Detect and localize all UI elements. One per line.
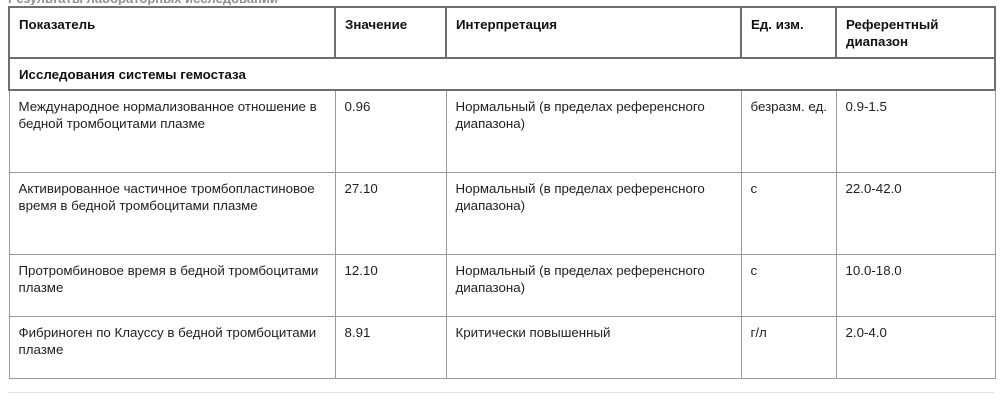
column-header-reference-range: Референтный диапазон xyxy=(835,6,996,59)
table-group-row-hemostasis: Исследования системы гемостаза xyxy=(8,57,996,91)
cell-value: 8.91 xyxy=(334,315,447,379)
page-caption: Результаты лабораторных исследований xyxy=(8,0,508,5)
cell-unit: безразм. ед. xyxy=(740,89,837,173)
table-header-row: Показатель Значение Интерпретация Ед. из… xyxy=(8,6,996,59)
cell-indicator: Фибриноген по Клауссу в бедной тромбоцит… xyxy=(8,315,336,379)
cell-unit: г/л xyxy=(740,315,837,379)
table-group-title: Исследования системы гемостаза xyxy=(8,57,996,91)
cell-reference-range: 10.0-18.0 xyxy=(835,253,996,317)
cell-value: 27.10 xyxy=(334,171,447,255)
table-row: Международное нормализованное отношение … xyxy=(8,89,996,173)
bottom-divider xyxy=(8,392,994,393)
cell-reference-range: 2.0-4.0 xyxy=(835,315,996,379)
cell-indicator: Активированное частичное тромбопластинов… xyxy=(8,171,336,255)
cell-indicator: Международное нормализованное отношение … xyxy=(8,89,336,173)
reference-range-line-2: диапазон xyxy=(846,34,909,49)
table-row: Протромбиновое время в бедной тромбоцита… xyxy=(8,253,996,317)
cell-unit: с xyxy=(740,171,837,255)
column-header-unit: Ед. изм. xyxy=(740,6,837,59)
cell-reference-range: 0.9-1.5 xyxy=(835,89,996,173)
cell-interpretation: Нормальный (в пределах референсного диап… xyxy=(445,89,742,173)
column-header-indicator: Показатель xyxy=(8,6,336,59)
cell-reference-range: 22.0-42.0 xyxy=(835,171,996,255)
cell-interpretation: Критически повышенный xyxy=(445,315,742,379)
cell-value: 0.96 xyxy=(334,89,447,173)
cell-interpretation: Нормальный (в пределах референсного диап… xyxy=(445,171,742,255)
table-header: Показатель Значение Интерпретация Ед. из… xyxy=(8,6,996,59)
table-body: Исследования системы гемостаза Междунаро… xyxy=(8,57,996,379)
cell-interpretation: Нормальный (в пределах референсного диап… xyxy=(445,253,742,317)
cell-indicator: Протромбиновое время в бедной тромбоцита… xyxy=(8,253,336,317)
lab-results-table: Показатель Значение Интерпретация Ед. из… xyxy=(8,6,996,379)
cell-value: 12.10 xyxy=(334,253,447,317)
page-caption-text: Результаты лабораторных исследований xyxy=(8,0,508,5)
column-header-interpretation: Интерпретация xyxy=(445,6,742,59)
cell-unit: с xyxy=(740,253,837,317)
reference-range-line-1: Референтный xyxy=(846,17,939,32)
table-row: Активированное частичное тромбопластинов… xyxy=(8,171,996,255)
column-header-value: Значение xyxy=(334,6,447,59)
table-row: Фибриноген по Клауссу в бедной тромбоцит… xyxy=(8,315,996,379)
